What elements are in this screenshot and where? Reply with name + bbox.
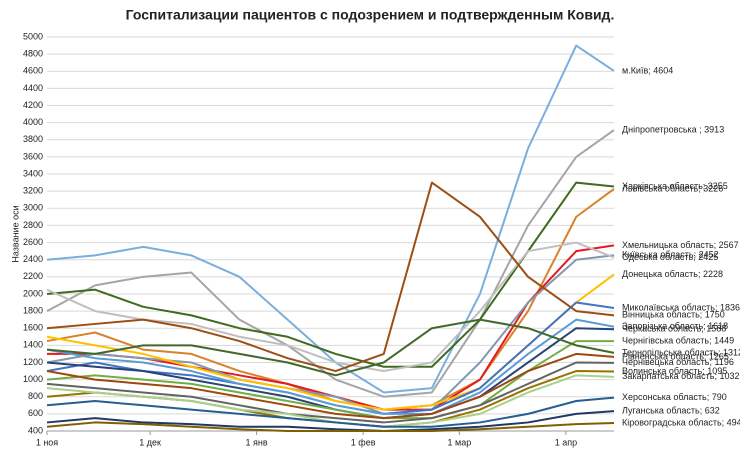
y-tick-label: 4000 — [23, 117, 43, 127]
end-label: Одеська область; 2425 — [622, 252, 718, 262]
y-axis-title: Название оси — [10, 205, 20, 262]
y-tick-label: 1600 — [23, 323, 43, 333]
end-label: Черкаська область; 1588 — [622, 324, 726, 334]
end-label: Запорізька область; 1618 — [622, 321, 728, 331]
y-tick-label: 4400 — [23, 83, 43, 93]
x-tick-label: 1 ноя — [36, 437, 58, 447]
series-line — [46, 318, 615, 377]
x-tick-label: 1 апр — [555, 437, 577, 447]
x-tick-label: 1 янв — [246, 437, 268, 447]
x-tick-label: 1 дек — [139, 437, 161, 447]
series-line — [46, 410, 615, 432]
end-label: Львівська область; 3226 — [622, 183, 723, 193]
y-tick-label: 4800 — [23, 49, 43, 59]
y-tick-label: 2400 — [23, 254, 43, 264]
end-label: Миколаївська область; 1836 — [622, 302, 740, 312]
x-tick-label: 1 мар — [448, 437, 472, 447]
end-label: Вінницька область; 1750 — [622, 310, 725, 320]
y-tick-label: 3400 — [23, 168, 43, 178]
series-line — [46, 396, 615, 428]
end-label: Херсонська область; 790 — [622, 392, 727, 402]
y-tick-label: 2800 — [23, 220, 43, 230]
end-label: Харківська область; 3255 — [622, 181, 728, 191]
y-tick-label: 800 — [28, 391, 43, 401]
end-label: Дніпропетровська ; 3913 — [622, 124, 724, 134]
end-label: Хмельницька область; 2567 — [622, 240, 739, 250]
series-line — [46, 318, 615, 415]
y-tick-label: 600 — [28, 408, 43, 418]
end-label: Чернігівська область; 1449 — [622, 336, 734, 346]
series-line — [46, 273, 615, 411]
y-tick-label: 400 — [28, 425, 43, 435]
y-tick-label: 2600 — [23, 237, 43, 247]
y-tick-label: 3800 — [23, 134, 43, 144]
y-tick-label: 3200 — [23, 186, 43, 196]
y-tick-label: 5000 — [23, 31, 43, 41]
y-tick-label: 1000 — [23, 374, 43, 384]
series-line — [46, 181, 615, 368]
y-tick-label: 1800 — [23, 305, 43, 315]
series-line — [46, 254, 615, 415]
y-tick-label: 2000 — [23, 288, 43, 298]
end-label: Кіровоградська область; 494 — [622, 417, 740, 427]
series-line — [46, 44, 615, 394]
series-line — [46, 181, 615, 373]
end-label: Тернопільська область; 1312 — [622, 347, 740, 357]
end-label: Закарпатська область; 1032 — [622, 371, 739, 381]
y-tick-label: 4200 — [23, 100, 43, 110]
end-label: Рівненська область; 1265 — [622, 351, 729, 361]
x-tick-label: 1 фев — [351, 437, 376, 447]
y-tick-label: 1200 — [23, 357, 43, 367]
end-label: Луганська область; 632 — [622, 406, 720, 416]
series-line — [46, 361, 615, 424]
y-tick-label: 3600 — [23, 151, 43, 161]
series-line — [46, 129, 615, 398]
y-tick-label: 4600 — [23, 66, 43, 76]
end-label: Донецька область; 2228 — [622, 269, 723, 279]
series-line — [46, 352, 615, 420]
end-label: Волинська область; 1095 — [622, 366, 727, 376]
y-tick-label: 1400 — [23, 340, 43, 350]
chart-title: Госпитализации пациентов с подозрением и… — [126, 7, 615, 23]
y-tick-label: 2200 — [23, 271, 43, 281]
end-label: м.Київ; 4604 — [622, 65, 673, 75]
y-tick-label: 3000 — [23, 203, 43, 213]
series-line — [46, 421, 615, 432]
end-label: Київська область; 2452 — [622, 250, 719, 260]
end-label: Чернівецька область; 1196 — [622, 357, 734, 367]
